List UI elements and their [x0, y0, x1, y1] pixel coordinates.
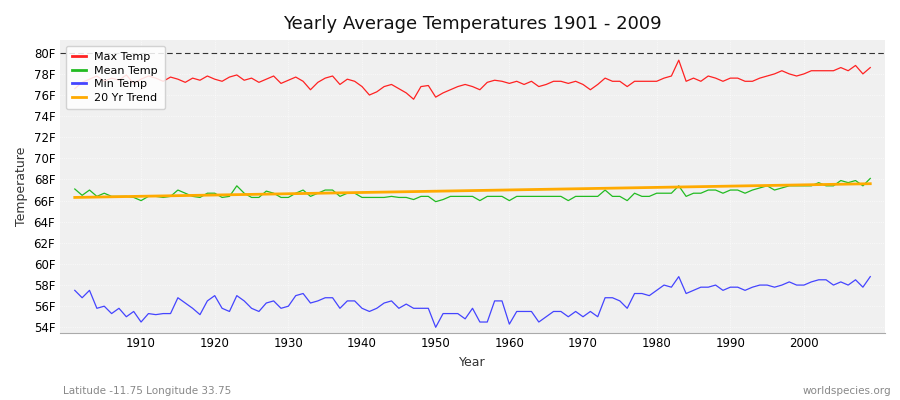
Text: Latitude -11.75 Longitude 33.75: Latitude -11.75 Longitude 33.75	[63, 386, 231, 396]
X-axis label: Year: Year	[459, 356, 486, 369]
Legend: Max Temp, Mean Temp, Min Temp, 20 Yr Trend: Max Temp, Mean Temp, Min Temp, 20 Yr Tre…	[66, 46, 165, 110]
Y-axis label: Temperature: Temperature	[15, 147, 28, 226]
Title: Yearly Average Temperatures 1901 - 2009: Yearly Average Temperatures 1901 - 2009	[284, 15, 662, 33]
Text: worldspecies.org: worldspecies.org	[803, 386, 891, 396]
